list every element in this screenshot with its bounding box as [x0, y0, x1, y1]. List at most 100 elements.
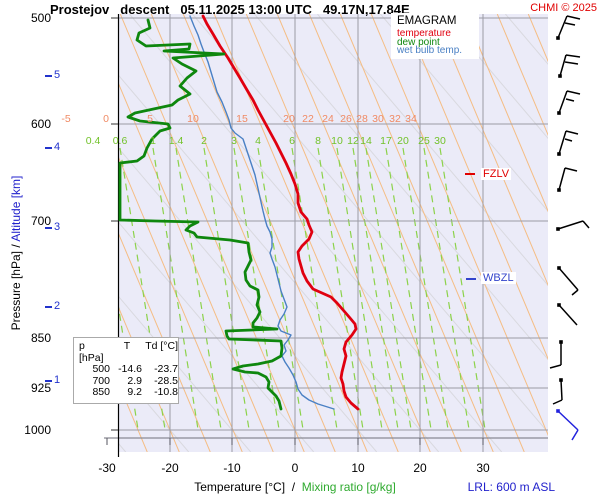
- isotherm-line: [0, 14, 53, 452]
- wind-barb: [558, 54, 581, 78]
- table-row: 700 2.9 -28.5: [76, 374, 178, 388]
- isotherm-line: [308, 14, 494, 452]
- wind-barb-dot: [556, 409, 560, 413]
- isotherm-line: [559, 14, 600, 452]
- dew-point-curve: [118, 18, 284, 411]
- table-cell: -14.6: [118, 363, 142, 375]
- dry-adiabat-line: [118, 295, 252, 452]
- wet-bulb-temp--curve: [189, 15, 335, 410]
- legend-item-dew-point: dew point: [397, 36, 440, 48]
- dry-adiabat-line: [192, 14, 548, 434]
- wind-barb-stroke: [571, 289, 579, 296]
- isotherm-line: [118, 154, 243, 452]
- wind-barb-stroke: [558, 167, 566, 191]
- dry-adiabat-line: [380, 14, 548, 212]
- wind-barb-stroke: [559, 54, 567, 77]
- table-cell: -10.8: [154, 386, 178, 398]
- wind-barb-dot: [559, 340, 563, 344]
- table-header-cell: T: [123, 340, 131, 352]
- station-name: Prostejov: [50, 2, 110, 17]
- isotherm-line: [119, 14, 305, 452]
- dry-adiabat-line: [254, 14, 548, 361]
- wind-barb-stroke: [566, 15, 581, 20]
- wind-barb-dot: [557, 152, 561, 156]
- legend-item-wet-bulb: wet bulb temp.: [397, 45, 463, 56]
- y-axis-title-pressure: Pressure [hPa]: [9, 251, 23, 331]
- dry-adiabat-line: [118, 73, 440, 452]
- table-cell: 850: [92, 386, 110, 398]
- wind-barb: [556, 220, 590, 231]
- sounding-values-table: p [hPa] T Td [°C] 500 -14.6 -23.7 700 2.9 -28.5 8…: [73, 337, 179, 404]
- sounding-mode: descent: [120, 2, 170, 17]
- x-axis-title-sep: /: [285, 480, 302, 494]
- wind-barb-stroke: [582, 220, 590, 229]
- dry-adiabat-line: [442, 14, 548, 140]
- wind-barb-stroke: [564, 22, 576, 26]
- dry-adiabat-line: [118, 220, 315, 452]
- table-cell: 700: [92, 374, 110, 387]
- wind-barb-stroke: [557, 15, 568, 39]
- table-header-cell: Td [°C]: [145, 340, 178, 352]
- wind-barb-dot: [557, 266, 561, 270]
- wind-barb-stroke: [558, 304, 578, 326]
- station-coords: 49.17N,17.84E: [322, 2, 410, 17]
- y-axis-title: Pressure [hPa] / Altitude [km]: [9, 153, 23, 353]
- sounding-datetime: 05.11.2025 13:00 UTC: [180, 2, 312, 17]
- isotherm-line: [496, 14, 548, 137]
- wind-barb-stroke: [564, 138, 573, 142]
- table-row: 500 -14.6 -23.7: [76, 363, 178, 376]
- wind-barb-stroke: [566, 90, 581, 95]
- wind-barb: [556, 409, 579, 441]
- isotherm-line: [433, 14, 548, 287]
- isotherm-line: [182, 14, 368, 452]
- isotherm-line: [245, 14, 431, 452]
- wind-barb-stroke: [552, 399, 563, 405]
- table-cell: 500: [92, 363, 110, 375]
- table-cell: 2.9: [127, 374, 142, 387]
- y-axis-title-sep: /: [9, 241, 23, 251]
- dry-adiabat-line: [317, 14, 548, 287]
- legend-item-temperature: temperature: [397, 28, 451, 39]
- wind-barb: [557, 90, 581, 115]
- wind-barb: [557, 303, 578, 326]
- legend: EMAGRAM temperature dew point wet bulb t…: [391, 13, 479, 59]
- dry-adiabat-line: [568, 14, 600, 452]
- wind-barb: [557, 130, 579, 156]
- table-cell: -23.7: [154, 363, 178, 375]
- copyright: CHMI © 2025: [530, 2, 597, 14]
- fzlv-label: FZLV: [481, 168, 512, 180]
- wind-barb-dot: [557, 303, 561, 307]
- wind-barb-stroke: [557, 220, 584, 230]
- x-axis-title: Temperature [°C] / Mixing ratio [g/kg]: [160, 480, 430, 494]
- wind-barb-stroke: [558, 267, 579, 291]
- wind-barb-stroke: [560, 379, 563, 401]
- table-row: 850 9.2 -10.8: [76, 386, 178, 399]
- wind-barb-dot: [557, 111, 561, 115]
- wbzl-label: WBZL: [481, 272, 516, 284]
- temperature-curve: [201, 14, 360, 411]
- wind-barb: [557, 266, 579, 296]
- x-axis-title-temp: Temperature [°C]: [194, 480, 286, 494]
- y-axis-title-altitude: Altitude [km]: [9, 175, 23, 242]
- x-axis-title-mixing: Mixing ratio [g/kg]: [301, 480, 396, 494]
- isotherm-line: [118, 81, 274, 452]
- isotherm-line: [276, 14, 462, 452]
- wind-barb-stroke: [549, 364, 562, 369]
- wind-barb-stroke: [558, 90, 568, 114]
- isotherm-line: [339, 14, 525, 452]
- wind-barb-dot: [556, 36, 560, 40]
- wind-barb-stroke: [565, 98, 575, 102]
- wind-barb-dot: [559, 378, 563, 382]
- wind-barb: [556, 15, 581, 40]
- wind-barb-dot: [556, 227, 560, 231]
- legend-title: EMAGRAM: [397, 15, 457, 27]
- wind-barb-stroke: [564, 61, 579, 65]
- wind-barb-stroke: [571, 429, 579, 441]
- wind-barb-stroke: [565, 130, 579, 135]
- wind-barb-dot: [557, 188, 561, 192]
- wind-barb-stroke: [565, 54, 581, 58]
- lrl-label: LRL: 600 m ASL: [467, 480, 555, 494]
- table-header-cell: p [hPa]: [79, 340, 104, 364]
